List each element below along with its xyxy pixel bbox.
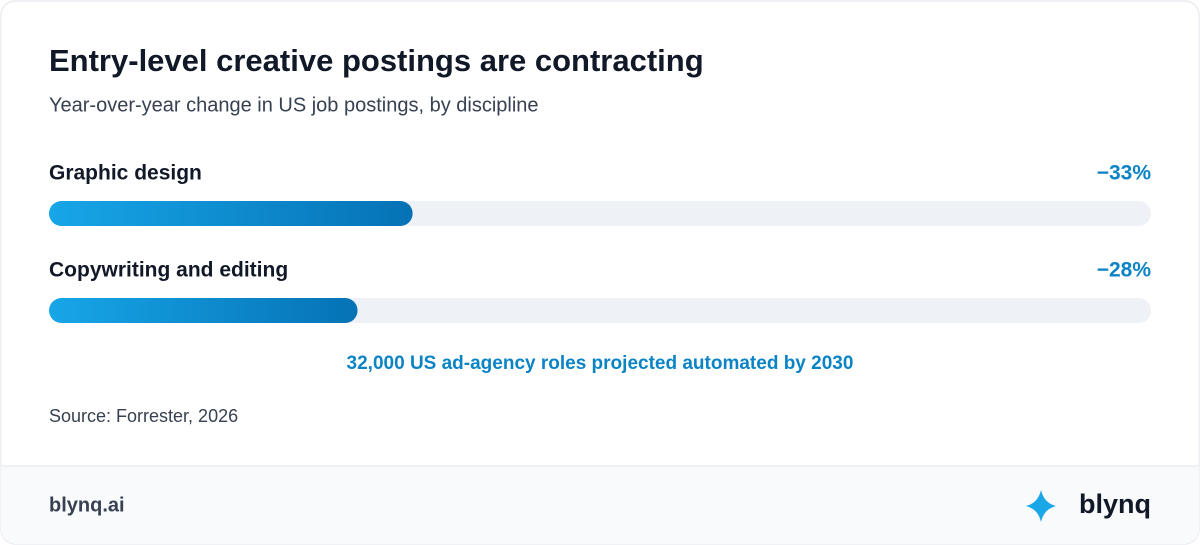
footer-site: blynq.ai: [49, 494, 125, 516]
footer-bg: [1, 466, 1199, 544]
value-label: −33%: [1097, 162, 1152, 185]
category-label: Copywriting and editing: [49, 259, 288, 282]
brand-logo: [1026, 490, 1056, 522]
category-label: Graphic design: [49, 162, 202, 185]
source: Source: Forrester, 2026: [49, 406, 238, 426]
footer-brand: blynq: [1079, 489, 1151, 519]
chart-subtitle: Year-over-year change in US job postings…: [49, 94, 539, 116]
chart-title: Entry-level creative postings are contra…: [49, 43, 704, 78]
bar: [49, 298, 358, 323]
bar: [49, 201, 413, 226]
annotation: 32,000 US ad-agency roles projected auto…: [347, 353, 854, 374]
value-label: −28%: [1097, 259, 1152, 282]
